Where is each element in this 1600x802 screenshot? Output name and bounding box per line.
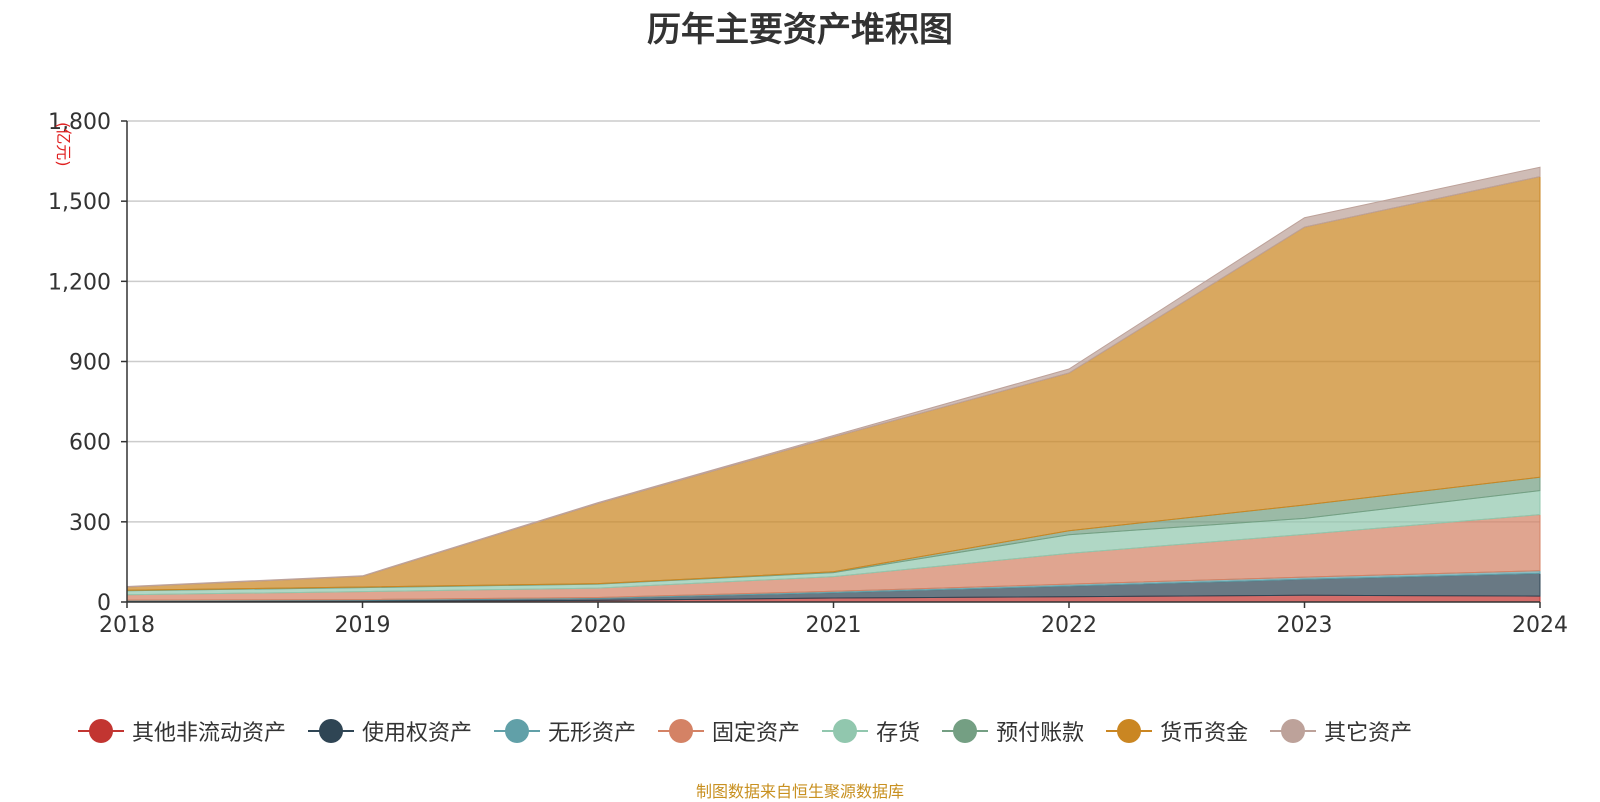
x-tick-label: 2024: [1512, 613, 1568, 638]
legend-item-固定资产[interactable]: 固定资产: [658, 715, 800, 747]
legend-label: 其它资产: [1324, 721, 1413, 746]
x-tick-label: 2018: [99, 613, 155, 638]
chart-title: 历年主要资产堆积图: [647, 10, 953, 50]
x-tick-label: 2019: [335, 613, 391, 638]
legend-item-无形资产[interactable]: 无形资产: [494, 715, 636, 747]
y-axis-unit-label: (亿元): [54, 122, 73, 167]
area-series: [126, 166, 1541, 603]
axes: 0 300 600 900 1,200 1,500 1,800 2018 2019 2020 202…: [48, 110, 1568, 638]
y-tick-label: 0: [97, 591, 111, 616]
legend-item-使用权资产[interactable]: 使用权资产: [308, 715, 472, 747]
x-tick-label: 2021: [806, 613, 862, 638]
y-tick-label: 1,200: [48, 270, 111, 295]
legend-marker-icon: [78, 719, 124, 743]
legend-marker-icon: [658, 719, 705, 743]
stacked-area-chart: 0 300 600 900 1,200 1,500 1,800 2018 2019 2020 202…: [48, 110, 1568, 638]
legend-marker-icon: [942, 719, 989, 743]
legend-item-其他非流动资产[interactable]: 其他非流动资产: [78, 715, 286, 747]
x-tick-label: 2023: [1277, 613, 1333, 638]
y-tick-label: 1,800: [48, 110, 111, 135]
x-tick-label: 2022: [1041, 613, 1097, 638]
legend-label: 存货: [876, 721, 921, 746]
legend-label: 货币资金: [1160, 721, 1249, 746]
legend-label: 其他非流动资产: [132, 721, 287, 746]
y-tick-label: 300: [69, 511, 111, 536]
legend-label: 固定资产: [712, 721, 801, 746]
legend-marker-icon: [822, 719, 869, 743]
legend-marker-icon: [308, 719, 355, 743]
legend-label: 预付账款: [996, 721, 1085, 746]
data-source-note: 制图数据来自恒生聚源数据库: [695, 782, 904, 801]
legend-item-货币资金[interactable]: 货币资金: [1106, 715, 1248, 747]
legend-marker-icon: [1270, 719, 1317, 743]
legend-marker-icon: [494, 719, 541, 743]
legend: 其他非流动资产 使用权资产 无形资产 固定资产 存货 预付账款 货币资金 其它资产: [78, 715, 1434, 747]
area-其它资产[interactable]: [126, 166, 1541, 588]
legend-item-预付账款[interactable]: 预付账款: [942, 715, 1084, 747]
y-tick-label: 600: [69, 431, 111, 456]
y-tick-label: 1,500: [48, 190, 111, 215]
y-tick-label: 900: [69, 351, 111, 376]
legend-item-其它资产[interactable]: 其它资产: [1270, 715, 1412, 747]
legend-label: 使用权资产: [362, 721, 473, 746]
x-tick-label: 2020: [570, 613, 626, 638]
legend-marker-icon: [1106, 719, 1153, 743]
legend-label: 无形资产: [548, 721, 637, 746]
legend-item-存货[interactable]: 存货: [822, 715, 920, 747]
